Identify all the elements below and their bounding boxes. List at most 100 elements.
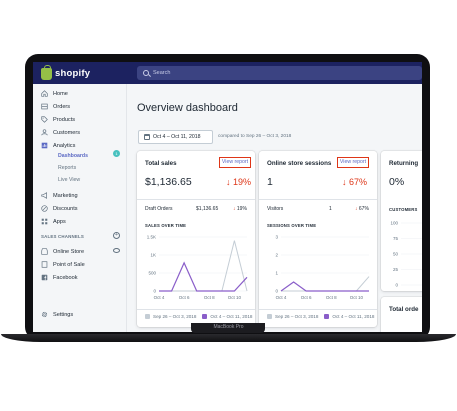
calendar-icon: [144, 134, 150, 140]
series-line-previous: [281, 276, 370, 292]
legend-prev-label: Sep 26 – Oct 3, 2018: [153, 314, 197, 319]
facebook-icon: [41, 274, 48, 281]
search-bar[interactable]: [137, 66, 422, 80]
sidebar-subitem-reports[interactable]: Reports: [58, 165, 77, 171]
y-tick-label: 25: [393, 267, 399, 272]
y-tick-label: 0: [153, 289, 156, 294]
app-screen: shopify Home Orders Products Cust: [33, 62, 422, 332]
sidebar-item-analytics[interactable]: Analytics: [41, 141, 75, 150]
divider: [259, 199, 377, 200]
x-tick-label: Oct 4: [276, 295, 287, 300]
laptop-base: [1, 334, 456, 342]
y-tick-label: 1.5K: [147, 235, 156, 240]
visitors-delta: ↓ 67%: [355, 206, 369, 212]
sidebar-item-point-of-sale[interactable]: Point of Sale: [41, 260, 85, 269]
legend-swatch-prev: [145, 314, 150, 319]
eye-icon[interactable]: [113, 248, 120, 253]
card-title: Total sales: [145, 160, 177, 167]
sidebar-subitem-live-view[interactable]: Live View: [58, 177, 81, 183]
x-tick-label: Oct 6: [301, 295, 312, 300]
total-orders-card: Total orde: [381, 297, 422, 332]
legend-swatch-curr: [202, 314, 208, 319]
total-sales-value: $1,136.65: [145, 176, 192, 188]
view-report-link[interactable]: View report: [337, 157, 369, 168]
y-tick-label: 0: [395, 283, 398, 288]
total-sales-delta: ↓ 19%: [226, 177, 252, 187]
y-tick-label: 75: [393, 236, 399, 241]
sales-channels-heading: SALES CHANNELS: [41, 234, 85, 239]
sidebar-item-label: Orders: [53, 103, 71, 110]
date-range-button[interactable]: Oct 4 – Oct 11, 2018: [138, 130, 213, 144]
x-tick-label: Oct 6: [179, 295, 190, 300]
y-tick-label: 3: [275, 235, 278, 240]
tag-icon: [41, 116, 48, 123]
sidebar-item-discounts[interactable]: Discounts: [41, 204, 78, 213]
draft-orders-value: $1,136.65: [196, 206, 219, 212]
y-tick-label: 2: [275, 253, 278, 258]
sidebar-item-products[interactable]: Products: [41, 115, 75, 124]
main-content: Overview dashboard Oct 4 – Oct 11, 2018 …: [127, 84, 422, 332]
chart-title: SALES OVER TIME: [145, 223, 187, 228]
chart-title: SESSIONS OVER TIME: [267, 223, 317, 228]
returning-value: 0%: [389, 176, 405, 188]
y-tick-label: 0: [275, 289, 278, 294]
sidebar: Home Orders Products Customers Analytics…: [33, 84, 127, 332]
chart-title: CUSTOMERS: [389, 207, 418, 212]
store-icon: [41, 248, 48, 255]
online-store-sessions-card: Online store sessions View report 1 ↓ 67…: [259, 151, 377, 327]
sidebar-item-home[interactable]: Home: [41, 89, 68, 98]
divider: [259, 309, 377, 310]
legend-swatch-prev: [267, 314, 272, 319]
sidebar-item-label: Apps: [53, 218, 66, 225]
y-tick-label: 1: [275, 271, 278, 276]
sidebar-item-online-store[interactable]: Online Store: [41, 247, 84, 256]
shopify-logo[interactable]: shopify: [41, 64, 91, 80]
sidebar-subitem-dashboards[interactable]: Dashboards: [58, 153, 88, 159]
card-title: Returning: [389, 160, 419, 167]
sidebar-item-customers[interactable]: Customers: [41, 128, 80, 137]
x-tick-label: Oct 10: [350, 295, 364, 300]
page-title: Overview dashboard: [137, 102, 238, 114]
visitors-label: Visitors: [267, 206, 284, 212]
search-icon: [143, 70, 149, 76]
device-label: MacBook Pro: [213, 324, 244, 330]
sidebar-item-facebook[interactable]: Facebook: [41, 273, 78, 282]
sidebar-item-label: Analytics: [53, 142, 76, 149]
laptop-frame: shopify Home Orders Products Cust: [25, 54, 430, 340]
sidebar-item-label: Facebook: [53, 274, 78, 281]
divider: [137, 309, 255, 310]
analytics-icon: [41, 142, 48, 149]
x-tick-label: Oct 10: [228, 295, 242, 300]
sidebar-item-label: Marketing: [53, 192, 78, 199]
visitors-delta-value: 67%: [358, 206, 369, 212]
visitors-value: 1: [329, 206, 332, 212]
legend-curr-label: Oct 4 – Oct 11, 2018: [332, 314, 375, 319]
sidebar-item-apps[interactable]: Apps: [41, 217, 66, 226]
sidebar-item-marketing[interactable]: Marketing: [41, 191, 78, 200]
sidebar-item-settings[interactable]: Settings: [41, 310, 73, 319]
draft-orders-delta: ↓ 19%: [233, 206, 247, 212]
date-range-label: Oct 4 – Oct 11, 2018: [153, 134, 201, 140]
search-input[interactable]: [153, 70, 353, 76]
total-sales-card: Total sales View report $1,136.65 ↓ 19% …: [137, 151, 255, 327]
card-title: Total orde: [389, 306, 419, 313]
sidebar-item-label: Point of Sale: [53, 261, 85, 268]
sessions-delta: ↓ 67%: [342, 177, 368, 187]
brand-name: shopify: [55, 68, 91, 79]
draft-orders-delta-value: 19%: [236, 206, 247, 212]
sidebar-item-label: Products: [53, 116, 76, 123]
divider: [137, 199, 255, 200]
laptop-notch: [191, 323, 265, 333]
add-channel-icon[interactable]: +: [113, 232, 120, 239]
discount-icon: [41, 205, 48, 212]
sidebar-item-orders[interactable]: Orders: [41, 102, 70, 111]
apps-icon: [41, 218, 48, 225]
card-title: Online store sessions: [267, 160, 332, 167]
view-report-link[interactable]: View report: [219, 157, 251, 168]
draft-orders-label: Draft Orders: [145, 206, 173, 212]
series-line-previous: [159, 240, 248, 292]
compare-text: compared to Sep 26 – Oct 3, 2018: [218, 134, 292, 139]
megaphone-icon: [41, 192, 48, 199]
y-tick-label: 500: [148, 271, 156, 276]
chart-legend: Sep 26 – Oct 3, 2018 Oct 4 – Oct 11, 201…: [145, 314, 252, 319]
